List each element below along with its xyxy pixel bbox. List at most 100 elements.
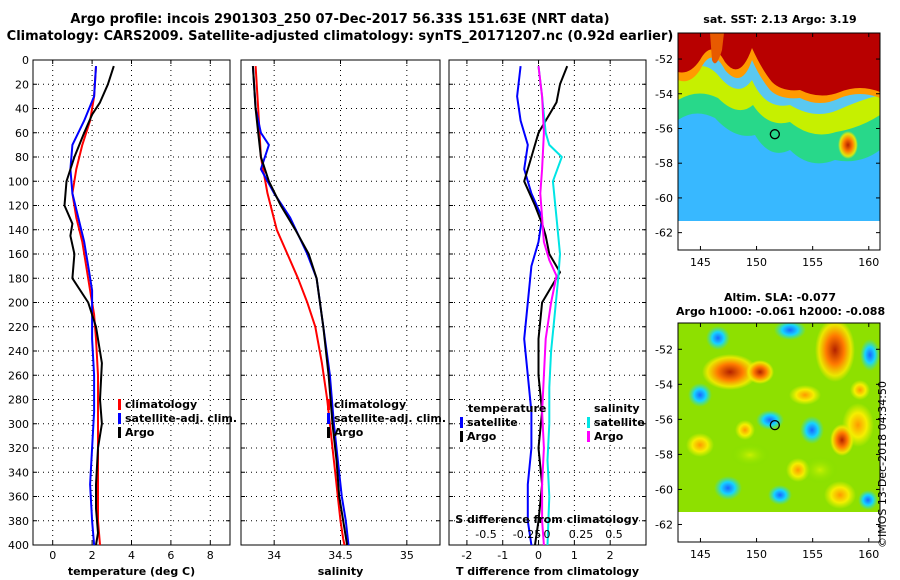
map-nodata bbox=[678, 512, 880, 542]
legend-label: climatology bbox=[125, 398, 197, 411]
sla-anomaly-blob bbox=[815, 323, 855, 382]
legend-label: Argo bbox=[334, 426, 364, 439]
figure-title-line2: Climatology: CARS2009. Satellite-adjuste… bbox=[6, 29, 674, 44]
depth-tick-label: 200 bbox=[8, 297, 29, 310]
panel-salinity-panel bbox=[240, 59, 441, 546]
figure-title-line1: Argo profile: incois 2901303_250 07-Dec-… bbox=[70, 12, 610, 27]
s-tick-label: -0.25 bbox=[513, 528, 541, 541]
x-tick-label: 8 bbox=[207, 549, 214, 562]
map-lat-label: -54 bbox=[655, 88, 673, 101]
legend-label: climatology bbox=[334, 398, 406, 411]
sla-anomaly-blob bbox=[789, 385, 821, 405]
depth-tick-label: 100 bbox=[8, 175, 29, 188]
x-axis-label: T difference from climatology bbox=[456, 565, 639, 578]
x-tick-label: 4 bbox=[128, 549, 135, 562]
sst-yellow-band bbox=[678, 66, 880, 135]
map-lon-label: 150 bbox=[746, 256, 767, 269]
sla-anomaly-blob bbox=[714, 476, 742, 500]
sla-anomaly-blob bbox=[702, 354, 758, 390]
x-tick-label: 6 bbox=[167, 549, 174, 562]
map-lon-label: 150 bbox=[746, 548, 767, 561]
depth-tick-label: 140 bbox=[8, 224, 29, 237]
argo-float-marker bbox=[769, 129, 780, 140]
map-lat-label: -58 bbox=[655, 448, 673, 461]
legend-label: Argo bbox=[467, 430, 497, 443]
series-line-argo bbox=[63, 65, 115, 546]
sla-anomaly-blob bbox=[800, 416, 824, 444]
map-lat-label: -62 bbox=[655, 227, 673, 240]
legend-swatch bbox=[587, 431, 590, 442]
map-lon-label: 155 bbox=[802, 548, 823, 561]
x-tick-label: 0 bbox=[49, 549, 56, 562]
depth-tick-label: 400 bbox=[8, 539, 29, 552]
series-line-argo bbox=[251, 66, 349, 546]
sla-map-title-line2: Argo h1000: -0.061 h2000: -0.088 bbox=[676, 305, 886, 318]
x-tick-label: 0 bbox=[535, 549, 542, 562]
sla-anomaly-blob bbox=[706, 326, 730, 350]
map-lon-label: 155 bbox=[802, 256, 823, 269]
map-frame bbox=[677, 32, 881, 251]
depth-tick-label: 240 bbox=[8, 345, 29, 358]
x-axis-label: salinity bbox=[318, 565, 364, 578]
series-line-satellite-adj-clim- bbox=[69, 66, 97, 546]
legend-label: Argo bbox=[125, 426, 155, 439]
sla-anomaly-blob bbox=[735, 420, 755, 440]
depth-tick-label: 160 bbox=[8, 248, 29, 261]
depth-tick-label: 80 bbox=[15, 151, 29, 164]
s-tick-label: 0.5 bbox=[605, 528, 623, 541]
argo-float-marker bbox=[769, 419, 780, 431]
depth-tick-label: 380 bbox=[8, 515, 29, 528]
legend-label: satellite-adj. clim. bbox=[334, 412, 446, 425]
legend-title-temperature: temperature bbox=[468, 402, 546, 415]
map-nodata bbox=[678, 221, 880, 250]
depth-tick-label: 280 bbox=[8, 394, 29, 407]
x-axis-label: temperature (deg C) bbox=[68, 565, 195, 578]
sla-anomaly-blob bbox=[730, 443, 770, 467]
map-lat-label: -56 bbox=[655, 122, 673, 135]
legend-swatch bbox=[118, 413, 121, 424]
depth-tick-label: 220 bbox=[8, 321, 29, 334]
legend-title-salinity: salinity bbox=[594, 402, 640, 415]
sla-anomaly-blob bbox=[686, 433, 714, 457]
series-line-t-satellite bbox=[516, 65, 544, 546]
sla-anomaly-blob bbox=[756, 410, 784, 430]
sst-map-title: sat. SST: 2.13 Argo: 3.19 bbox=[703, 13, 857, 26]
s-tick-label: 0.25 bbox=[569, 528, 594, 541]
map-sst-map bbox=[677, 32, 881, 251]
map-lon-label: 145 bbox=[690, 256, 711, 269]
legend-label: Argo bbox=[594, 430, 624, 443]
legend-swatch bbox=[327, 427, 330, 438]
x-tick-label: 34.5 bbox=[328, 549, 353, 562]
sla-anomaly-blob bbox=[768, 485, 792, 505]
depth-tick-label: 360 bbox=[8, 491, 29, 504]
sla-anomaly-blob bbox=[824, 481, 856, 509]
frame-salinity-panel bbox=[240, 59, 441, 546]
map-lon-label: 145 bbox=[690, 548, 711, 561]
x-tick-label: 2 bbox=[607, 549, 614, 562]
legend-swatch bbox=[118, 399, 121, 410]
map-lat-label: -52 bbox=[655, 53, 673, 66]
depth-tick-label: 320 bbox=[8, 442, 29, 455]
legend-swatch bbox=[327, 399, 330, 410]
depth-tick-label: 120 bbox=[8, 200, 29, 213]
map-field bbox=[678, 323, 880, 512]
depth-tick-label: 300 bbox=[8, 418, 29, 431]
sla-anomaly-blob bbox=[688, 383, 712, 407]
legend-swatch bbox=[460, 417, 463, 428]
sla-anomaly-blob bbox=[860, 339, 880, 371]
depth-tick-label: 260 bbox=[8, 369, 29, 382]
imos-timestamp: ©IMOS 13-Dec-2018 04:34:50 bbox=[876, 381, 889, 548]
map-lat-label: -62 bbox=[655, 518, 673, 531]
legend-label: satellite bbox=[594, 416, 645, 429]
series-line-satellite-adj-clim- bbox=[251, 66, 350, 546]
legend-label: satellite-adj. clim. bbox=[125, 412, 237, 425]
series-line-climatology bbox=[254, 66, 346, 546]
map-lat-label: -54 bbox=[655, 378, 673, 391]
sla-map-title-line1: Altim. SLA: -0.077 bbox=[723, 291, 837, 304]
legend-swatch bbox=[327, 413, 330, 424]
panel-temperature-panel bbox=[32, 59, 231, 546]
map-sla-map bbox=[677, 322, 881, 543]
map-field bbox=[678, 33, 880, 221]
x-tick-label: -2 bbox=[461, 549, 472, 562]
map-lat-label: -56 bbox=[655, 413, 673, 426]
